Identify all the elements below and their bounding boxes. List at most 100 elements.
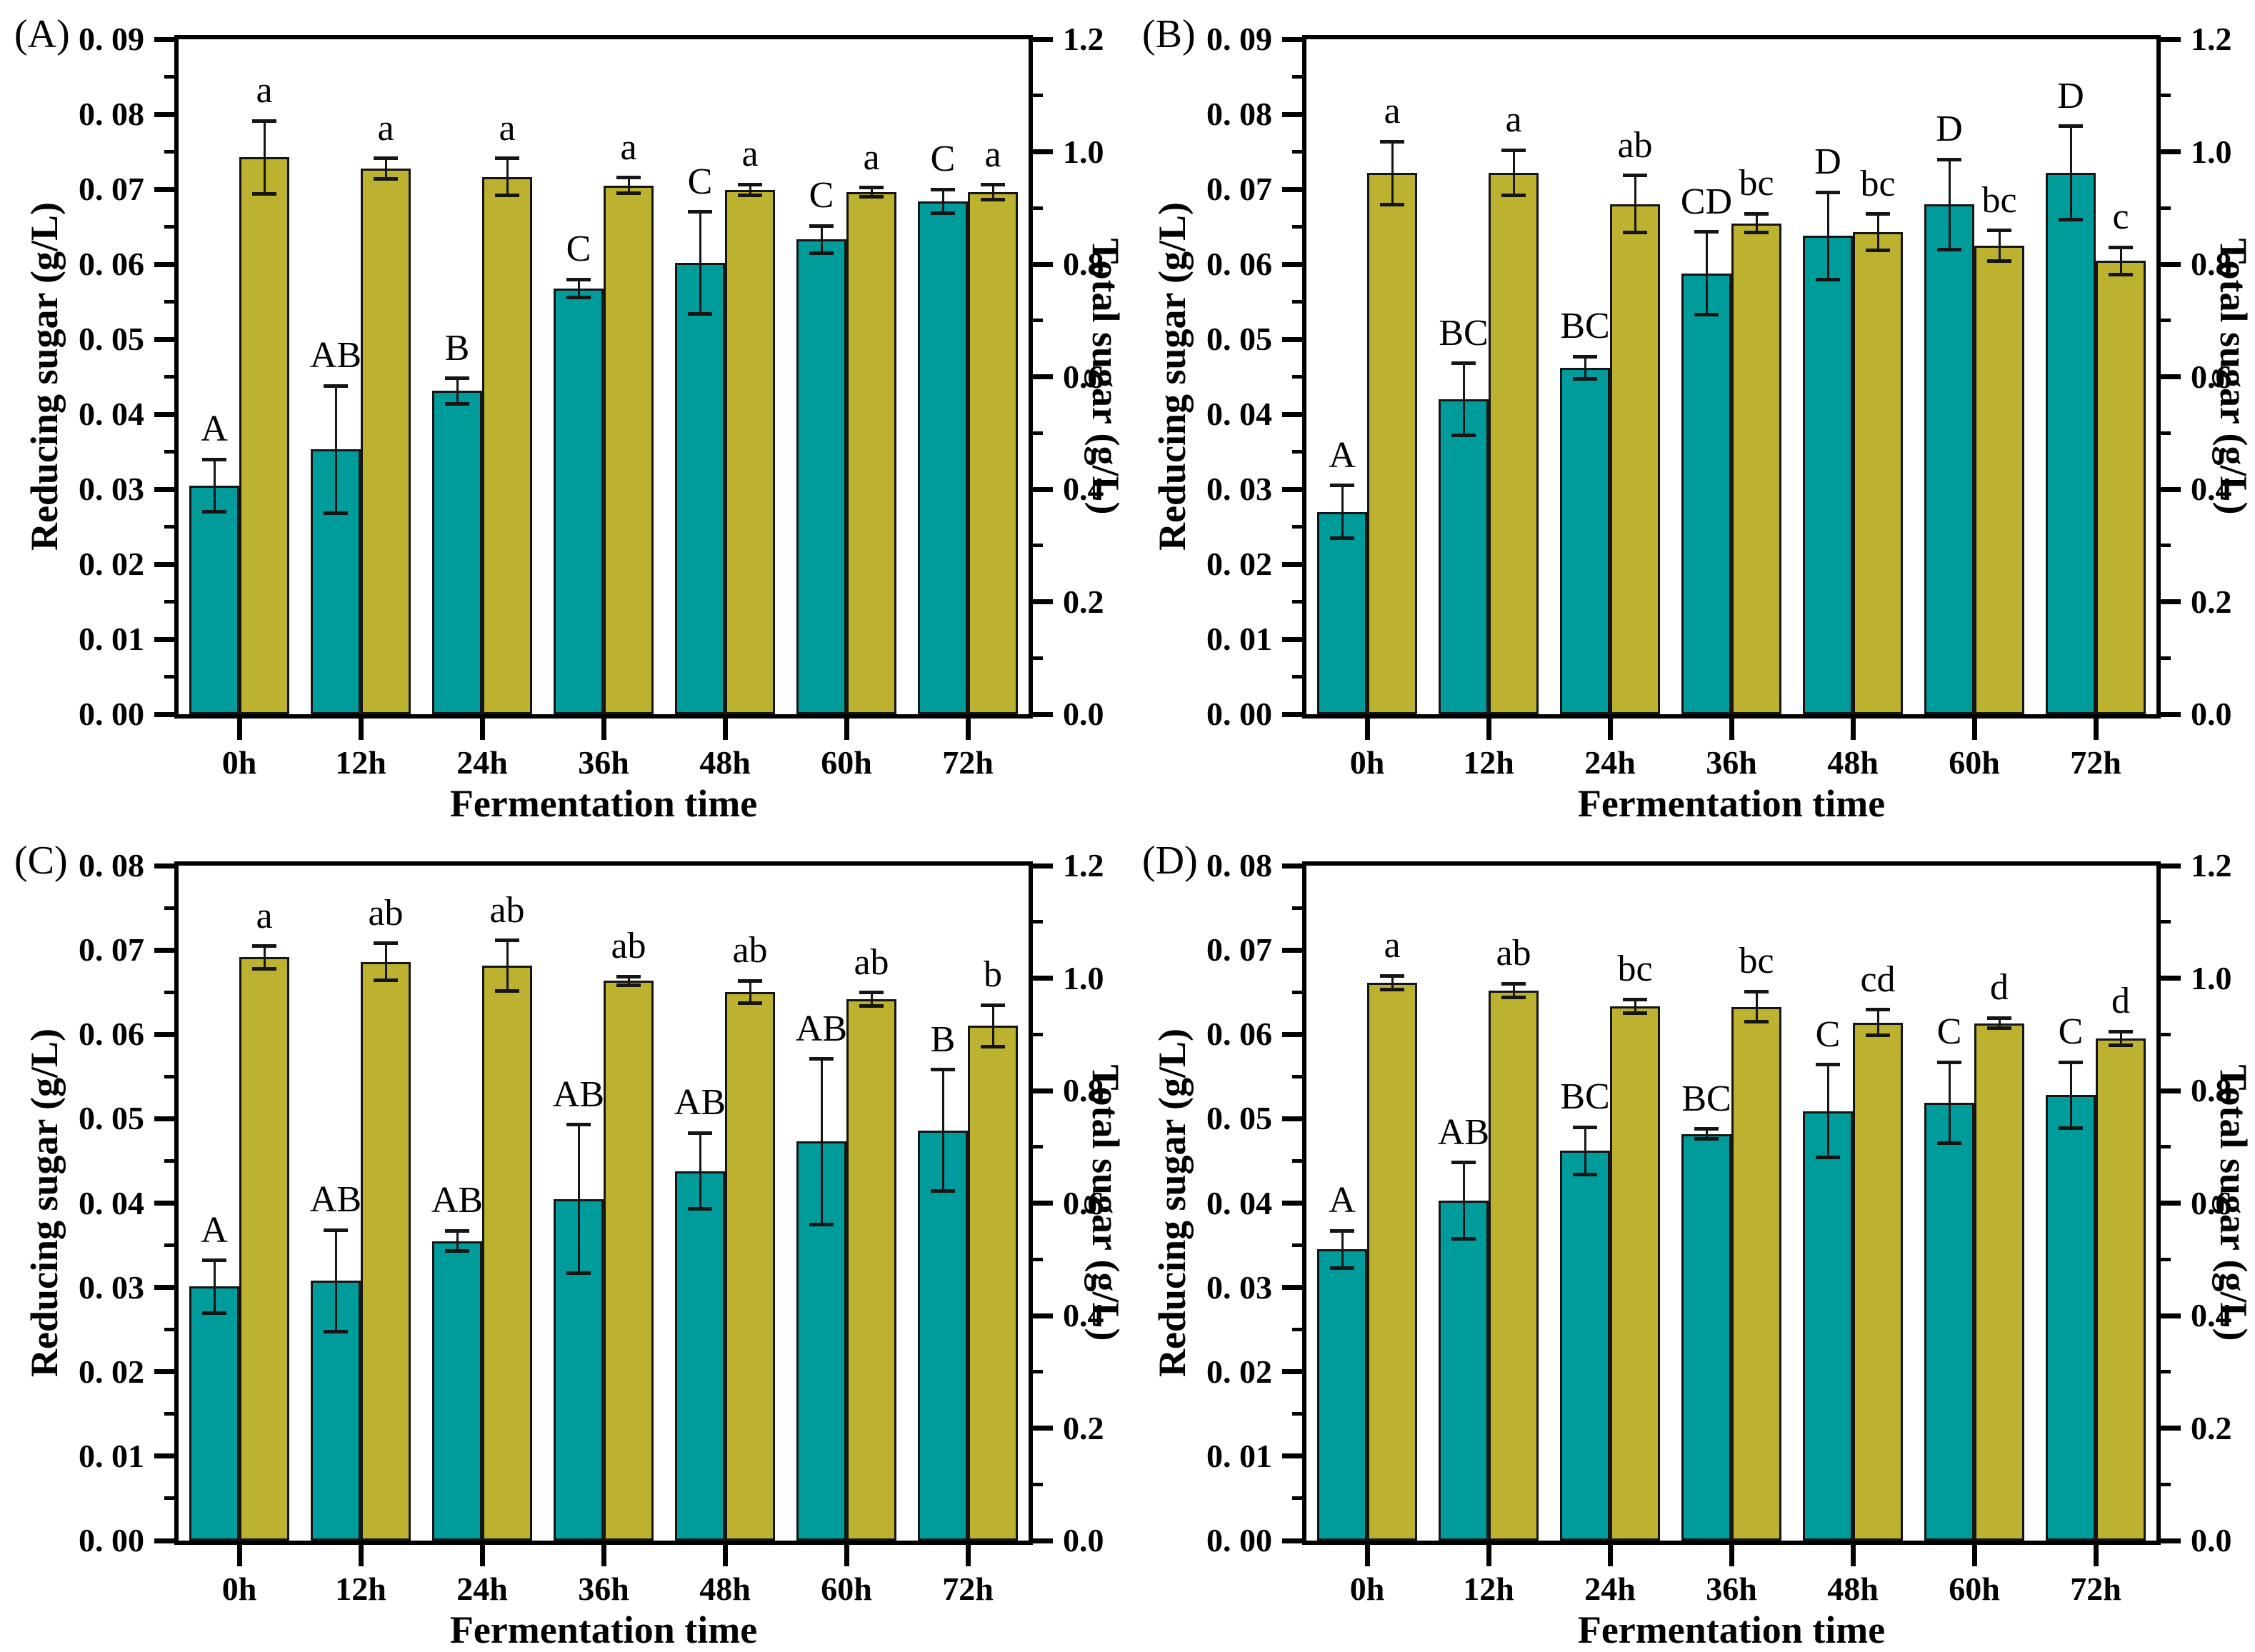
bar-total-sugar	[846, 192, 896, 714]
error-bar-cap-bottom	[1501, 193, 1526, 197]
significance-letter: a	[1384, 925, 1401, 966]
left-axis-tick-label: 0. 06	[79, 246, 144, 282]
error-bar-cap-top	[202, 1258, 226, 1263]
error-bar-cap-bottom	[1694, 1137, 1719, 1141]
left-axis-tick-label: 0. 06	[79, 1016, 144, 1053]
x-axis-tick-label: 72h	[942, 1571, 994, 1607]
error-bar-line	[2119, 1031, 2122, 1046]
x-axis-tick-label: 24h	[456, 1571, 508, 1607]
error-bar-line	[384, 943, 387, 981]
x-axis-tick-label: 72h	[942, 744, 994, 781]
right-axis-major-tick	[2156, 1313, 2181, 1318]
error-bar-line	[1584, 356, 1586, 379]
panel-C: (C) Reducing sugar (g/L) Total sugar (g/…	[0, 826, 1127, 1652]
left-axis-minor-tick	[1292, 1074, 1306, 1078]
left-axis-minor-tick	[164, 1328, 179, 1332]
bar-reducing-sugar	[432, 391, 482, 714]
right-axis-minor-tick	[1029, 319, 1043, 323]
error-bar-cap-top	[1330, 484, 1354, 488]
left-axis-minor-tick	[1292, 525, 1306, 529]
right-axis-major-tick	[1029, 711, 1053, 717]
left-axis-minor-tick	[1292, 450, 1306, 454]
right-axis-tick-label: 0.2	[2191, 1409, 2232, 1446]
error-bar-cap-bottom	[1501, 995, 1526, 999]
error-bar-cap-bottom	[2059, 217, 2083, 221]
error-bar-line	[870, 187, 873, 197]
right-axis-tick-label: 0.0	[2191, 696, 2232, 732]
bar-reducing-sugar	[1803, 1111, 1853, 1541]
significance-letter: ab	[368, 892, 404, 933]
significance-letter: B	[930, 1018, 956, 1060]
left-axis-major-tick	[1282, 863, 1306, 868]
left-axis-major-tick	[154, 561, 179, 567]
right-axis-minor-tick	[2156, 94, 2171, 98]
left-axis-major-tick	[1282, 1285, 1306, 1291]
bar-reducing-sugar	[1681, 1133, 1731, 1541]
x-axis-major-tick	[1850, 719, 1856, 740]
x-axis-tick-label: 24h	[1584, 1571, 1636, 1607]
left-axis-major-tick	[154, 947, 179, 953]
error-bar-line	[1876, 214, 1879, 251]
significance-letter: AB	[309, 335, 362, 376]
bar-total-sugar	[1853, 232, 1903, 714]
error-bar-cap-bottom	[374, 978, 398, 983]
error-bar-cap-top	[2059, 124, 2083, 129]
error-bar-cap-bottom	[374, 176, 398, 181]
left-axis-tick-label: 0. 00	[1206, 1522, 1272, 1558]
x-axis-major-tick	[479, 1545, 485, 1566]
error-bar-cap-bottom	[859, 195, 884, 199]
bar-total-sugar	[1974, 1023, 2024, 1541]
right-axis-tick-label: 0.4	[2191, 1297, 2232, 1333]
error-bar-line	[749, 184, 751, 196]
error-bar-line	[2119, 247, 2122, 275]
x-axis-tick-label: 24h	[456, 744, 508, 781]
bar-reducing-sugar	[1803, 236, 1853, 714]
left-axis-minor-tick	[164, 375, 179, 379]
significance-letter: C	[687, 161, 713, 202]
significance-letter: a	[1384, 91, 1401, 132]
x-axis-major-tick	[2093, 719, 2099, 740]
bar-total-sugar	[482, 966, 532, 1541]
bar-reducing-sugar	[2046, 172, 2096, 714]
x-axis-tick-label: 48h	[1827, 1571, 1879, 1607]
x-axis-title: Fermentation time	[1577, 782, 1886, 825]
error-bar-cap-top	[1816, 190, 1840, 194]
x-axis-tick-label: 60h	[821, 744, 872, 781]
left-axis-tick-label: 0. 09	[79, 21, 144, 57]
x-axis-major-tick	[1729, 1545, 1734, 1566]
error-bar-cap-top	[1623, 997, 1647, 1001]
right-axis-minor-tick	[1029, 94, 1043, 98]
left-axis-major-tick	[154, 1031, 179, 1037]
significance-letter: A	[1329, 1180, 1356, 1221]
left-axis-major-tick	[1282, 1538, 1306, 1543]
significance-letter: BC	[1439, 312, 1489, 354]
error-bar-cap-top	[1937, 1060, 1961, 1064]
error-bar-cap-top	[1987, 1016, 2011, 1020]
error-bar-cap-top	[252, 944, 276, 948]
right-axis-major-tick	[2156, 1088, 2181, 1093]
right-axis-tick-label: 0.8	[2191, 246, 2232, 282]
left-axis-tick-label: 0. 04	[1206, 1184, 1272, 1221]
left-axis-minor-tick	[164, 906, 179, 910]
x-axis-major-tick	[1729, 719, 1734, 740]
left-axis-tick-label: 0. 01	[1206, 1437, 1272, 1474]
right-axis-minor-tick	[2156, 1370, 2171, 1374]
left-axis-minor-tick	[1292, 675, 1306, 679]
bar-total-sugar	[725, 190, 775, 714]
error-bar-cap-top	[495, 156, 519, 161]
significance-letter: a	[1505, 99, 1522, 141]
right-axis-tick-label: 1.0	[2191, 133, 2232, 170]
error-bar-line	[213, 1260, 216, 1313]
x-axis-tick-label: 0h	[1349, 744, 1385, 781]
error-bar-line	[456, 378, 459, 404]
left-axis-tick-label: 0. 07	[79, 931, 144, 968]
left-axis-major-tick	[154, 1369, 179, 1375]
left-axis-major-tick	[154, 1201, 179, 1206]
error-bar-line	[213, 459, 216, 512]
significance-letter: a	[620, 126, 637, 168]
error-bar-cap-bottom	[931, 211, 955, 216]
left-axis-tick-label: 0. 05	[1206, 321, 1272, 357]
significance-letter: ab	[611, 926, 646, 967]
error-bar-cap-bottom	[2059, 1126, 2083, 1130]
error-bar-cap-top	[374, 941, 398, 946]
